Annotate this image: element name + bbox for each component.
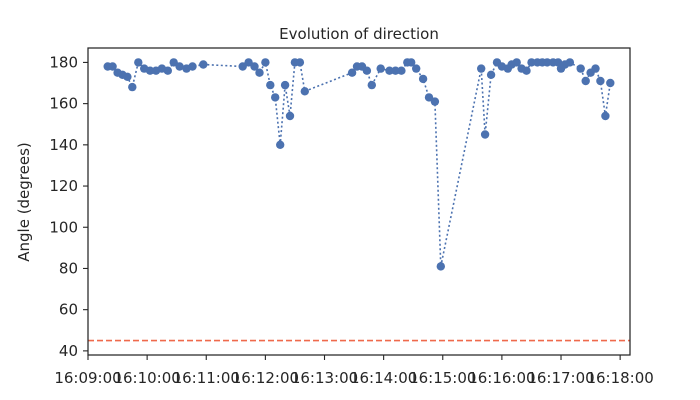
data-point [512, 58, 521, 67]
data-point [376, 64, 385, 73]
data-point [581, 76, 590, 86]
data-point [596, 76, 605, 86]
y-tick-label: 40 [59, 342, 78, 360]
data-point [367, 80, 376, 90]
data-point [134, 58, 143, 67]
data-point [255, 68, 264, 77]
plot-area [88, 58, 630, 342]
data-point [163, 66, 172, 75]
data-point [486, 70, 496, 80]
data-point [280, 80, 290, 90]
y-tick-label: 120 [49, 177, 78, 195]
data-point [128, 82, 137, 92]
x-tick-label: 16:16:00 [468, 369, 535, 387]
data-point [436, 262, 445, 271]
data-point [477, 64, 486, 73]
data-point [285, 111, 295, 121]
data-point [397, 66, 406, 75]
y-axis-label: Angle (degrees) [15, 142, 33, 262]
data-point [123, 72, 132, 82]
data-point [276, 140, 285, 149]
data-point [606, 78, 615, 88]
y-tick-label: 80 [59, 259, 78, 277]
data-point [169, 58, 178, 67]
x-tick-label: 16:10:00 [113, 369, 180, 387]
data-point [522, 66, 531, 75]
data-point [424, 93, 434, 102]
x-tick-label: 16:15:00 [409, 369, 476, 387]
data-point [261, 58, 270, 67]
data-point [347, 68, 357, 77]
x-tick-label: 16:18:00 [586, 369, 653, 387]
x-tick-label: 16:09:00 [54, 369, 121, 387]
data-point [199, 60, 208, 69]
data-point [271, 93, 280, 102]
x-tick-label: 16:11:00 [173, 369, 240, 387]
data-point [576, 64, 585, 73]
data-point [601, 111, 610, 121]
axes: 40608010012014016018016:09:0016:10:0016:… [49, 53, 653, 387]
data-point [412, 64, 421, 73]
data-point [430, 97, 440, 106]
x-tick-label: 16:13:00 [291, 369, 358, 387]
data-point [295, 58, 305, 67]
data-point [591, 64, 600, 73]
data-point [362, 66, 372, 75]
data-point [244, 58, 253, 67]
data-point [385, 66, 394, 75]
data-point [175, 62, 184, 71]
x-tick-label: 16:12:00 [232, 369, 299, 387]
data-point [527, 58, 536, 67]
y-tick-label: 60 [59, 301, 78, 319]
data-point [300, 87, 309, 96]
data-point [543, 58, 552, 67]
data-point [145, 66, 155, 75]
y-tick-label: 100 [49, 218, 78, 236]
data-point [418, 74, 428, 84]
data-point [407, 58, 416, 67]
y-tick-label: 140 [49, 136, 78, 154]
y-tick-label: 180 [49, 53, 78, 71]
data-point [108, 62, 117, 71]
data-point [565, 58, 575, 67]
data-point [391, 66, 400, 75]
chart-title: Evolution of direction [279, 25, 439, 43]
data-point [480, 130, 490, 139]
plot-frame [87, 47, 631, 356]
data-point [266, 80, 275, 90]
x-tick-label: 16:17:00 [527, 369, 594, 387]
y-tick-label: 160 [49, 95, 78, 113]
data-point [188, 62, 197, 71]
x-tick-label: 16:14:00 [350, 369, 417, 387]
data-point [238, 62, 247, 71]
data-point [250, 62, 259, 71]
